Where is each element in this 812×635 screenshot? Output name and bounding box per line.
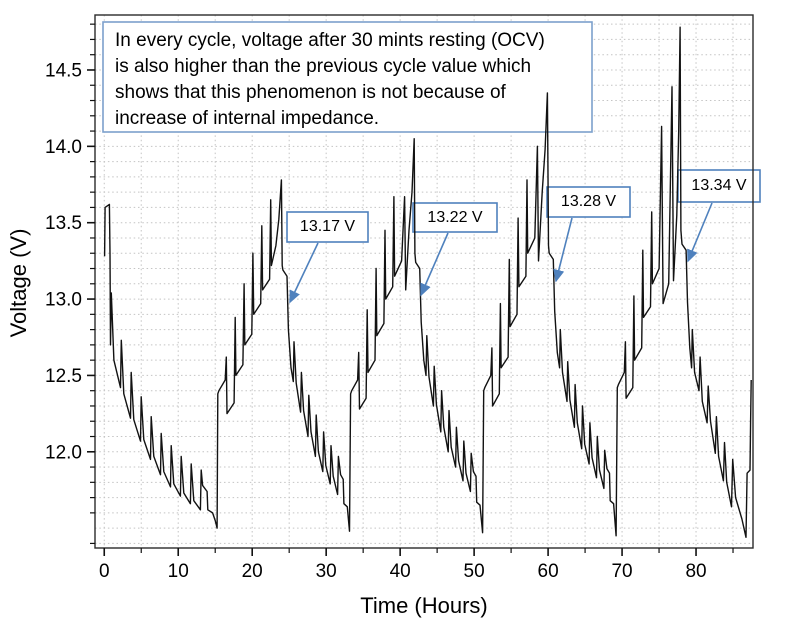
y-tick-label: 13.0 (45, 290, 82, 311)
ocv-annotation: 13.28 V (560, 193, 617, 210)
voltage-series-line (103, 26, 752, 538)
x-tick-label: 20 (242, 561, 263, 582)
note-line: shows that this phenomenon is not becaus… (115, 82, 506, 103)
gridlines (95, 15, 753, 548)
note-line: In every cycle, voltage after 30 mints r… (115, 30, 545, 51)
ocv-annotation-arrow (420, 232, 449, 297)
x-tick-label: 30 (316, 561, 337, 582)
y-tick-label: 12.0 (45, 442, 82, 463)
y-tick-label: 13.5 (45, 213, 82, 234)
note-box: In every cycle, voltage after 30 mints r… (103, 22, 592, 132)
ocv-annotation-frame (546, 186, 631, 218)
annotation-box-frames (102, 21, 761, 243)
voltage-curve (103, 26, 752, 538)
y-axis-title: Voltage (V) (6, 229, 31, 338)
ocv-annotation: 13.34 V (691, 177, 747, 194)
ocv-annotation-frame (286, 211, 369, 243)
x-tick-label: 80 (685, 561, 706, 582)
y-tick-label: 12.5 (45, 366, 82, 387)
axes-and-ticks: 0 10 20 30 40 50 60 70 80 12.0 12.5 13.0 13.5 14.0 14.… (45, 14, 754, 582)
y-tick-label: 14.5 (45, 60, 82, 81)
ocv-annotation-frame (412, 202, 498, 233)
note-box-frame (102, 21, 593, 133)
ocv-annotation-arrow (687, 202, 713, 263)
plot-frame (94, 14, 754, 549)
ocv-annotation-arrow (553, 217, 573, 283)
x-tick-label: 70 (611, 561, 632, 582)
x-tick-label: 0 (99, 561, 110, 582)
ocv-annotation: 13.17 V (299, 218, 356, 235)
annotation-arrows (289, 202, 713, 304)
x-tick-label: 50 (464, 561, 485, 582)
x-tick-label: 10 (168, 561, 189, 582)
x-axis-title: Time (Hours) (360, 593, 488, 618)
ocv-annotation: 13.22 V (427, 208, 483, 226)
x-tick-label: 60 (538, 561, 559, 582)
y-tick-label: 14.0 (45, 137, 82, 158)
note-line: is also higher than the previous cycle v… (115, 56, 532, 77)
ocv-annotation-arrow (289, 242, 319, 304)
x-tick-label: 40 (390, 561, 411, 582)
note-line: increase of internal impedance. (115, 108, 380, 129)
